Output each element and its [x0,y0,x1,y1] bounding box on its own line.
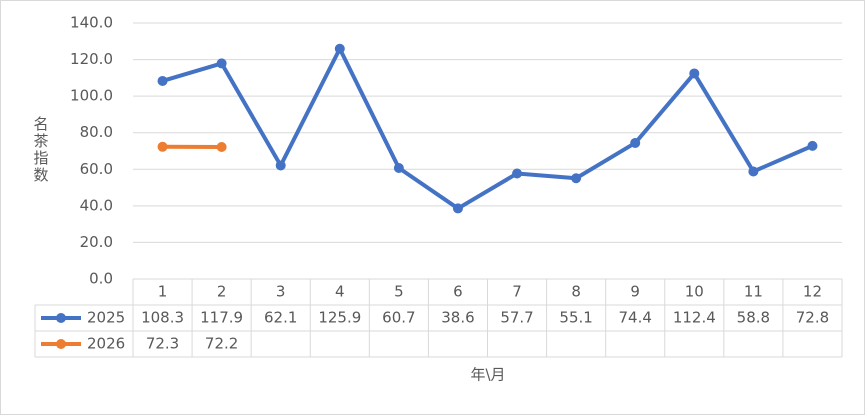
table-value: 72.3 [146,335,179,353]
x-axis-label: 年\月 [470,366,505,384]
table-value: 60.7 [382,309,415,327]
series-line [160,46,815,211]
table-value: 57.7 [500,309,533,327]
y-axis-label: 名茶指数 [32,116,50,184]
x-tick-label: 12 [803,283,822,301]
data-point [807,140,818,151]
y-tick-label: 40.0 [80,196,113,214]
data-point [393,163,404,174]
data-point [630,137,641,148]
y-tick-label: 20.0 [80,233,113,251]
table-value: 117.9 [200,309,243,327]
x-tick-label: 11 [744,283,763,301]
x-tick-label: 10 [685,283,704,301]
y-tick-label: 140.0 [70,14,113,32]
x-tick-label: 3 [276,283,286,301]
legend-label: 2025 [87,309,125,327]
legend-marker [56,339,66,349]
data-point [216,58,227,69]
x-tick-label: 7 [512,283,522,301]
legend-label: 2026 [87,335,125,353]
x-tick-label: 5 [394,283,404,301]
data-point [157,75,168,86]
data-point [748,166,759,177]
y-tick-label: 80.0 [80,123,113,141]
x-tick-label: 1 [158,283,168,301]
table-value: 72.8 [796,309,829,327]
table-value: 72.2 [205,335,238,353]
legend-marker [56,313,66,323]
table-value: 55.1 [559,309,592,327]
table-value: 125.9 [318,309,361,327]
y-tick-label: 120.0 [70,50,113,68]
x-tick-label: 4 [335,283,345,301]
data-point [512,168,523,179]
table-value: 62.1 [264,309,297,327]
data-point [334,43,345,54]
x-tick-label: 8 [571,283,581,301]
data-point [571,173,582,184]
y-tick-label: 60.0 [80,160,113,178]
data-point [689,68,700,79]
data-point [452,203,463,214]
x-tick-label: 2 [217,283,227,301]
table-value: 74.4 [619,309,652,327]
y-tick-label: 100.0 [70,87,113,105]
y-tick-label: 0.0 [89,270,113,288]
table-value: 108.3 [141,309,184,327]
data-point [275,160,286,171]
table-value: 38.6 [441,309,474,327]
table-value: 112.4 [673,309,716,327]
table-value: 58.8 [737,309,770,327]
x-tick-label: 6 [453,283,463,301]
data-point [157,141,168,152]
data-point [216,141,227,152]
x-tick-label: 9 [630,283,640,301]
